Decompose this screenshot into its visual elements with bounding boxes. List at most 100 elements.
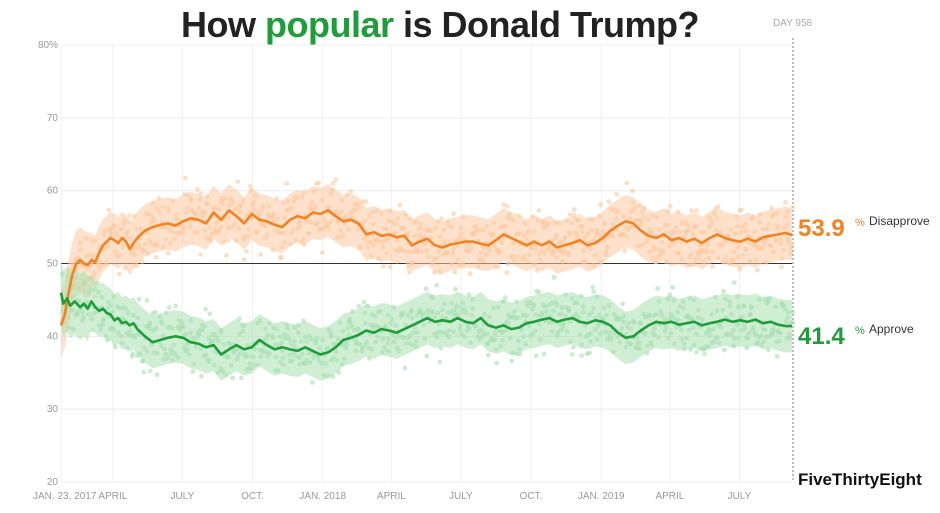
- x-tick-label: JULY: [449, 491, 473, 502]
- poll-dot: [536, 289, 542, 295]
- end-labels: 53.9 % Disapprove 41.4 % Approve: [798, 214, 930, 350]
- trend-lines: [59, 209, 793, 356]
- poll-dot: [551, 275, 557, 280]
- disapprove-band: [61, 184, 792, 359]
- title-suffix: is Donald Trump?: [393, 4, 700, 45]
- x-tick-label: APRIL: [98, 491, 127, 502]
- title-highlight: popular: [264, 4, 394, 45]
- x-tick-label: OCT.: [520, 491, 543, 502]
- poll-dot: [774, 353, 780, 359]
- poll-dot: [591, 289, 596, 294]
- poll-dot: [182, 175, 188, 181]
- poll-dot: [166, 305, 172, 310]
- poll-dot: [467, 271, 473, 276]
- poll-dot: [622, 248, 628, 254]
- poll-dot: [715, 204, 721, 209]
- poll-dot: [278, 254, 284, 259]
- poll-dot: [504, 204, 510, 209]
- x-tick-label: APRIL: [655, 491, 684, 502]
- y-tick-label: 60: [47, 186, 59, 197]
- poll-dot: [190, 369, 196, 374]
- poll-dot: [147, 368, 153, 374]
- poll-dot: [284, 181, 289, 186]
- poll-dot: [235, 179, 241, 185]
- poll-dot: [452, 269, 458, 275]
- poll-dot: [116, 271, 122, 277]
- poll-dot: [541, 351, 547, 357]
- poll-dot: [655, 286, 660, 291]
- poll-dot: [363, 199, 369, 205]
- poll-dot: [755, 267, 760, 273]
- poll-dot: [504, 270, 510, 275]
- poll-dot: [571, 207, 577, 213]
- poll-dot: [248, 183, 253, 189]
- poll-dot: [230, 375, 236, 381]
- poll-dot: [569, 352, 575, 357]
- poll-dot: [579, 353, 584, 359]
- poll-dot: [620, 301, 626, 307]
- poll-dot: [722, 347, 727, 353]
- poll-dot: [606, 199, 612, 205]
- poll-dot: [667, 203, 673, 209]
- poll-dot: [165, 250, 171, 256]
- poll-dot: [494, 360, 500, 366]
- brand-logo: FiveThirtyEight: [798, 470, 922, 489]
- poll-dot: [106, 207, 112, 213]
- confidence-bands: [61, 184, 792, 381]
- y-tick-label: 50: [47, 259, 59, 270]
- poll-dot: [144, 298, 150, 303]
- approve-trend-line: [59, 292, 792, 356]
- disapprove-label: Disapprove: [869, 214, 930, 228]
- poll-dot: [130, 351, 136, 357]
- poll-dot: [731, 280, 737, 285]
- page-title: How popular is Donald Trump?: [0, 4, 880, 46]
- poll-dot: [779, 264, 784, 270]
- x-tick-label: JULY: [170, 491, 194, 502]
- x-tick-label: OCT.: [241, 491, 264, 502]
- poll-dot: [453, 286, 458, 292]
- poll-dot: [614, 191, 620, 197]
- poll-dot: [567, 212, 573, 218]
- poll-dot: [737, 266, 743, 272]
- poll-dot: [738, 207, 744, 213]
- y-tick-label: 40: [47, 331, 59, 342]
- poll-dot: [153, 255, 159, 260]
- approve-band: [61, 259, 792, 381]
- poll-dot: [694, 349, 699, 355]
- poll-dot: [590, 284, 596, 290]
- poll-dot: [451, 211, 456, 216]
- title-prefix: How: [180, 4, 265, 45]
- poll-dot: [173, 303, 179, 309]
- disapprove-percent: %: [855, 217, 865, 229]
- poll-dot: [126, 213, 132, 219]
- approve-label: Approve: [869, 322, 914, 336]
- x-tick-label: JAN. 23, 2017: [33, 491, 97, 502]
- poll-dot: [509, 358, 515, 364]
- poll-dot: [402, 365, 408, 371]
- poll-dot: [319, 250, 325, 255]
- x-tick-label: APRIL: [377, 491, 406, 502]
- y-tick-label: 70: [47, 113, 59, 124]
- poll-dot: [226, 238, 231, 243]
- x-tick-label: JULY: [727, 491, 751, 502]
- poll-dot: [570, 344, 576, 350]
- disapprove-trend-line: [59, 209, 793, 326]
- poll-dot: [397, 202, 403, 208]
- poll-dot: [710, 264, 715, 269]
- poll-dot: [536, 207, 542, 213]
- poll-dot: [693, 208, 699, 213]
- poll-dot: [224, 253, 229, 258]
- poll-dot: [153, 309, 158, 315]
- y-tick-label: 80%: [38, 40, 58, 51]
- poll-dot: [437, 359, 443, 365]
- poll-dot: [199, 373, 204, 379]
- poll-dot: [434, 282, 439, 288]
- poll-dot: [502, 295, 508, 301]
- poll-dot: [361, 299, 367, 305]
- y-tick-label: 30: [47, 404, 59, 415]
- poll-dot: [136, 296, 142, 302]
- poll-dot: [381, 264, 386, 269]
- poll-dot: [238, 375, 244, 381]
- poll-dot: [721, 288, 726, 294]
